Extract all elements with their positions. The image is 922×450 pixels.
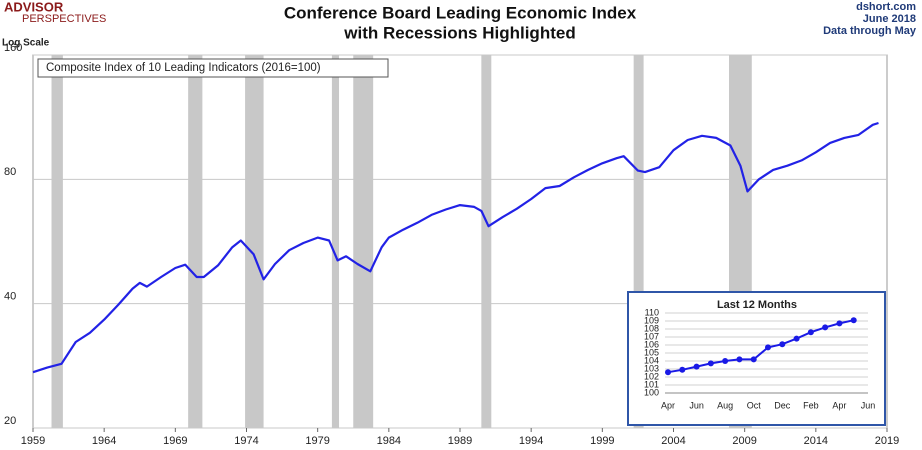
x-tick-label: 1984 (377, 435, 401, 447)
x-tick-label: 2009 (732, 435, 756, 447)
point (750, 356, 757, 363)
x-tick-label: Dec (774, 400, 791, 410)
y-tick-label: 108 (644, 323, 659, 333)
y-tick-label: 160 (4, 42, 22, 54)
y-tick-label: 80 (4, 166, 16, 178)
point (807, 329, 814, 336)
x-tick-label: Oct (747, 400, 762, 410)
x-tick-label: 1979 (305, 435, 329, 447)
x-tick-label: Jun (861, 400, 876, 410)
recession (353, 55, 374, 428)
y-tick-label: 104 (644, 355, 659, 365)
x-tick-label: 1999 (590, 435, 614, 447)
point (679, 366, 686, 373)
point (722, 358, 729, 364)
y-tick-label: 102 (644, 371, 659, 381)
legend-label: Composite Index of 10 Leading Indicators… (46, 62, 321, 74)
note: Data through May (823, 25, 917, 37)
x-tick-label: 1989 (448, 435, 472, 447)
x-tick-label: Feb (803, 400, 819, 410)
logo: ADVISOR (4, 0, 64, 14)
site: dshort.com (856, 1, 916, 13)
point (779, 341, 786, 348)
logo: PERSPECTIVES (22, 13, 106, 25)
date: June 2018 (863, 13, 916, 25)
x-tick-label: Apr (661, 400, 675, 410)
x-tick-label: 1964 (92, 435, 116, 447)
x-tick-label: 2019 (875, 435, 899, 447)
y-tick-label: 105 (644, 347, 659, 357)
chart-title: Conference Board Leading Economic Index (284, 3, 637, 22)
point (765, 344, 771, 351)
y-tick-label: 100 (644, 387, 659, 397)
y-tick-label: 40 (4, 291, 16, 303)
y-tick-label: 110 (645, 307, 659, 317)
point (665, 369, 671, 376)
x-tick-label: 1974 (234, 435, 258, 447)
series-line (32, 121, 879, 374)
x-tick-label: Apr (832, 400, 846, 410)
inset-title: Last 12 Months (717, 299, 797, 311)
y-tick-label: 20 (4, 415, 16, 427)
x-tick-label: Aug (717, 400, 733, 410)
chart-title: with Recessions Highlighted (343, 23, 575, 42)
y-tick-label: 101 (644, 379, 659, 389)
x-tick-label: 1994 (519, 435, 543, 447)
recession (633, 55, 644, 428)
recession (481, 55, 492, 428)
x-tick-label: 1969 (163, 435, 187, 447)
recession (51, 55, 63, 428)
x-tick-label: 2014 (804, 435, 828, 447)
x-tick-label: 2004 (661, 435, 685, 447)
point (736, 356, 743, 363)
point (836, 320, 843, 327)
recession (188, 55, 203, 428)
legend-box (37, 58, 389, 78)
recession (245, 55, 264, 428)
y-tick-label: 106 (644, 339, 659, 349)
x-tick-label: 1959 (21, 435, 45, 447)
point (693, 363, 700, 370)
y-tick-label: 109 (644, 315, 659, 325)
y-tick-label: 103 (644, 363, 659, 373)
x-tick-label: Jun (689, 400, 704, 410)
point (793, 335, 800, 342)
point (707, 360, 714, 367)
point (850, 317, 857, 324)
y-tick-label: 107 (644, 331, 659, 341)
y-scale-label: Log Scale (2, 38, 50, 49)
recession (331, 55, 340, 428)
point (822, 324, 829, 331)
